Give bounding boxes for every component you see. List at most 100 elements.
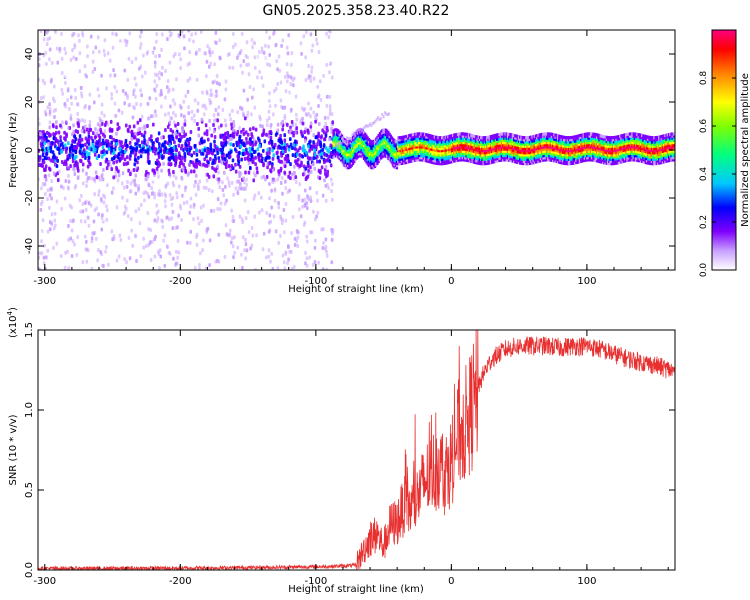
spectrogram-cell: [369, 158, 372, 162]
spectrogram-cell: [70, 228, 74, 233]
spectrogram-cell: [230, 208, 233, 213]
spectrogram-cell: [353, 159, 356, 164]
spectrogram-cell: [361, 133, 364, 138]
spectrogram-cell: [67, 106, 71, 111]
spectrogram-cell: [506, 158, 510, 162]
spectrogram-cell: [307, 63, 310, 68]
spectrogram-cell: [159, 88, 163, 93]
spectrogram-cell: [488, 154, 491, 159]
spectrogram-cell: [84, 207, 88, 212]
spectrogram-cell: [414, 156, 417, 160]
spectrogram-cell: [404, 145, 407, 150]
spectrogram-cell: [260, 62, 264, 67]
spectrogram-cell: [258, 210, 261, 215]
spectrogram-cell: [334, 152, 338, 156]
spectrogram-cell: [38, 251, 41, 256]
spectrogram-cell: [88, 123, 92, 128]
spectrogram-cell: [430, 153, 433, 158]
spectrogram-cell: [94, 170, 98, 175]
spectrogram-cell: [183, 46, 186, 51]
spectrogram-cell: [550, 156, 554, 160]
spectrogram-cell: [153, 51, 157, 56]
spectrogram-cell: [120, 110, 124, 115]
spectrogram-cell: [473, 156, 477, 160]
spectrogram-cell: [401, 135, 405, 139]
spectrogram-cell: [291, 77, 295, 82]
spectrogram-cell: [532, 135, 535, 139]
spectrogram-cell: [489, 135, 493, 139]
spectrogram-cell: [495, 144, 499, 148]
spectrogram-cell: [161, 143, 164, 148]
spectrogram-cell: [138, 66, 141, 71]
spectrogram-cell: [293, 170, 296, 175]
spectrogram-cell: [491, 136, 494, 141]
spectrogram-cell: [433, 144, 436, 148]
spectrogram-cell: [112, 186, 115, 191]
spectrogram-cell: [339, 134, 342, 138]
spectrogram-cell: [103, 141, 106, 146]
spectrogram-cell: [250, 132, 253, 137]
spectrogram-cell: [225, 232, 229, 237]
spectrogram-cell: [355, 156, 358, 160]
spectrogram-cell: [436, 155, 439, 159]
spectrogram-cell: [148, 96, 152, 101]
spectrogram-cell: [420, 134, 423, 138]
spectrogram-cell: [444, 148, 447, 152]
spectrogram-cell: [275, 223, 278, 228]
spectrogram-cell: [510, 141, 513, 146]
spectrogram-cell: [360, 135, 363, 139]
spectrogram-cell: [525, 142, 528, 146]
spectrogram-cell: [502, 141, 505, 145]
spectrogram-cell: [549, 134, 552, 138]
spectrogram-cell: [458, 143, 461, 147]
spectrogram-cell: [432, 143, 435, 148]
spectrogram-cell: [91, 139, 95, 144]
spectrogram-cell: [227, 73, 231, 78]
spectrogram-cell: [293, 50, 297, 55]
spectrogram-cell: [134, 183, 138, 188]
spectrogram-cell: [150, 138, 153, 143]
spectrogram-cell: [358, 147, 361, 152]
spectrogram-cell: [349, 154, 352, 158]
spectrogram-cell: [448, 154, 451, 158]
spectrogram-cell: [360, 148, 363, 152]
spectrogram-cell: [338, 143, 341, 148]
spectrogram-cell: [526, 155, 529, 159]
spectrogram-cell: [71, 148, 75, 153]
spectrogram-cell: [388, 147, 391, 152]
spectrogram-cell: [208, 263, 211, 268]
spectrogram-cell: [38, 212, 41, 217]
spectrogram-cell: [521, 148, 524, 153]
spectrogram-cell: [319, 234, 323, 239]
spectrogram-cell: [512, 151, 516, 155]
spectrogram-cell: [494, 144, 497, 148]
spectrogram-cell: [232, 255, 235, 260]
spectrogram-cell: [543, 147, 546, 151]
spectrogram-cell: [156, 73, 159, 78]
spectrogram-cell: [239, 144, 243, 149]
spectrogram-cell: [354, 140, 357, 145]
spectrogram-cell: [377, 140, 380, 144]
spectrogram-cell: [378, 138, 382, 142]
spectrogram-cell: [337, 153, 340, 157]
spectrogram-cell: [491, 145, 494, 149]
spectrogram-cell: [432, 152, 435, 156]
spectrogram-cell: [511, 157, 514, 161]
spectrogram-cell: [511, 137, 514, 142]
spectrogram-cell: [455, 148, 458, 152]
spectrogram-cell: [156, 216, 160, 221]
spectrogram-cell: [472, 158, 475, 162]
spectrogram-cell: [360, 145, 363, 150]
spectrogram-cell: [164, 127, 167, 132]
spectrogram-cell: [90, 135, 93, 140]
spectrogram-cell: [550, 158, 554, 162]
spectrogram-cell: [196, 216, 200, 221]
spectrogram-cell: [83, 119, 87, 124]
spectrogram-cell: [48, 57, 51, 62]
spectrogram-cell: [541, 156, 544, 160]
spectrogram-cell: [409, 157, 412, 161]
spectrogram-cell: [175, 261, 179, 266]
spectrogram-cell: [364, 158, 367, 162]
spectrogram-cell: [384, 137, 388, 141]
spectrogram-cell: [110, 229, 114, 234]
